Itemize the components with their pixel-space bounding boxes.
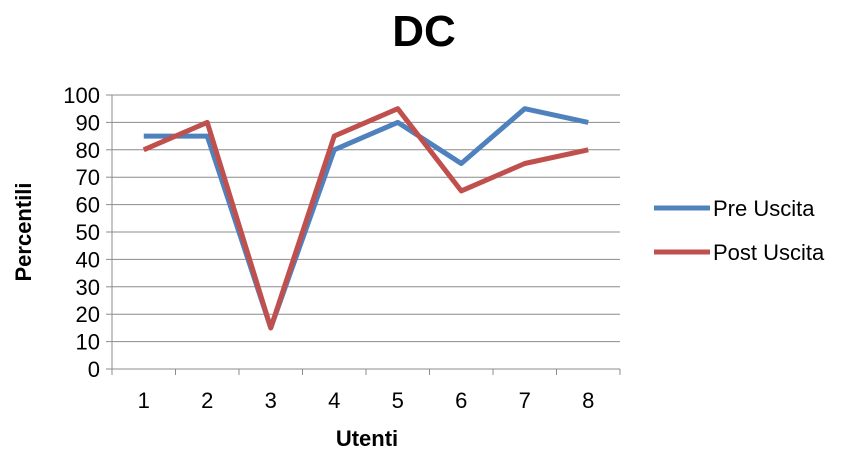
x-tick-label: 4 (328, 388, 340, 413)
series-lines (142, 106, 589, 331)
y-tick-label: 10 (76, 330, 100, 355)
x-tick-label: 3 (265, 388, 277, 413)
legend: Pre Uscita Post Uscita (654, 196, 825, 265)
y-axis-title: Percentili (11, 182, 36, 281)
chart-title: DC (392, 7, 456, 56)
x-tick-label: 1 (138, 388, 150, 413)
y-tick-label: 50 (76, 220, 100, 245)
y-tick-label: 90 (76, 110, 100, 135)
y-tick-label: 100 (63, 83, 100, 108)
series-line-1 (143, 106, 589, 331)
y-tick-label: 30 (76, 275, 100, 300)
y-tick-label: 60 (76, 193, 100, 218)
series-line-2 (142, 106, 589, 331)
y-tick-label: 40 (76, 247, 100, 272)
x-tick-label: 5 (392, 388, 404, 413)
x-tick-label: 6 (455, 388, 467, 413)
y-tick-label: 20 (76, 302, 100, 327)
x-tick-label: 2 (201, 388, 213, 413)
legend-label: Post Uscita (713, 240, 825, 265)
x-axis-ticks: 1 2 3 4 5 6 7 8 (111, 369, 621, 413)
x-tick-label: 8 (582, 388, 594, 413)
x-tick-label: 7 (519, 388, 531, 413)
y-tick-label: 80 (76, 138, 100, 163)
y-tick-label: 0 (88, 357, 100, 382)
legend-label: Pre Uscita (713, 196, 815, 221)
x-axis-title: Utenti (336, 426, 398, 451)
y-tick-label: 70 (76, 165, 100, 190)
